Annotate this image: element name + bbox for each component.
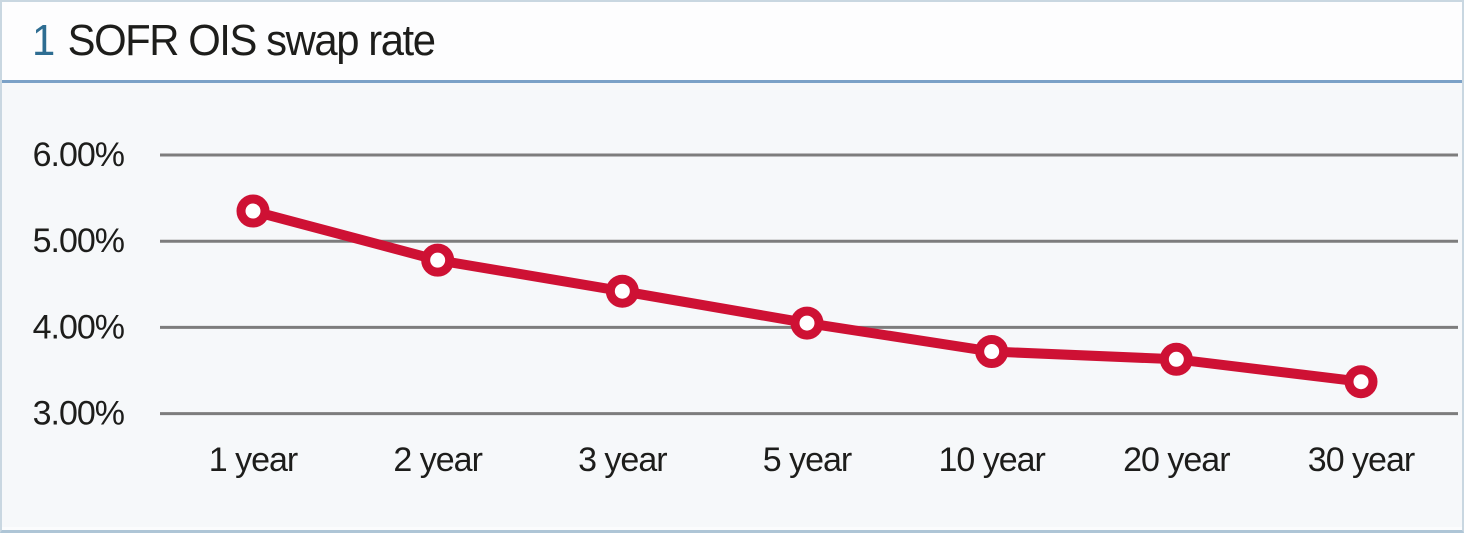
figure-number: 1 <box>32 16 55 65</box>
data-point-marker <box>236 194 270 228</box>
x-tick-label: 30 year <box>1308 441 1415 479</box>
x-tick-label: 2 year <box>393 441 482 479</box>
figure-title: SOFR OIS swap rate <box>67 16 436 65</box>
x-tick-label: 1 year <box>209 441 298 479</box>
data-point-marker <box>421 243 455 277</box>
x-tick-label: 3 year <box>578 441 667 479</box>
x-tick-label: 5 year <box>763 441 852 479</box>
y-tick-label: 5.00% <box>33 222 125 260</box>
figure-header: 1 SOFR OIS swap rate <box>2 2 1462 83</box>
chart-area: 6.00% 5.00% 4.00% 3.00% 1 year 2 year 3 year 5 … <box>2 83 1462 527</box>
data-point-marker <box>975 335 1009 369</box>
x-tick-label: 20 year <box>1123 441 1230 479</box>
y-tick-label: 3.00% <box>33 395 125 433</box>
x-tick-label: 10 year <box>938 441 1045 479</box>
sofr-swap-rate-line-chart: 6.00% 5.00% 4.00% 3.00% 1 year 2 year 3 year 5 … <box>33 136 1458 479</box>
figure-title-row: 1 SOFR OIS swap rate <box>32 16 436 65</box>
y-tick-label: 6.00% <box>33 136 125 174</box>
data-point-marker <box>1344 365 1378 399</box>
y-tick-label: 4.00% <box>33 308 125 346</box>
data-point-marker <box>605 274 639 308</box>
data-point-marker <box>1159 342 1193 376</box>
series-line <box>248 206 1366 387</box>
data-point-marker <box>790 306 824 340</box>
